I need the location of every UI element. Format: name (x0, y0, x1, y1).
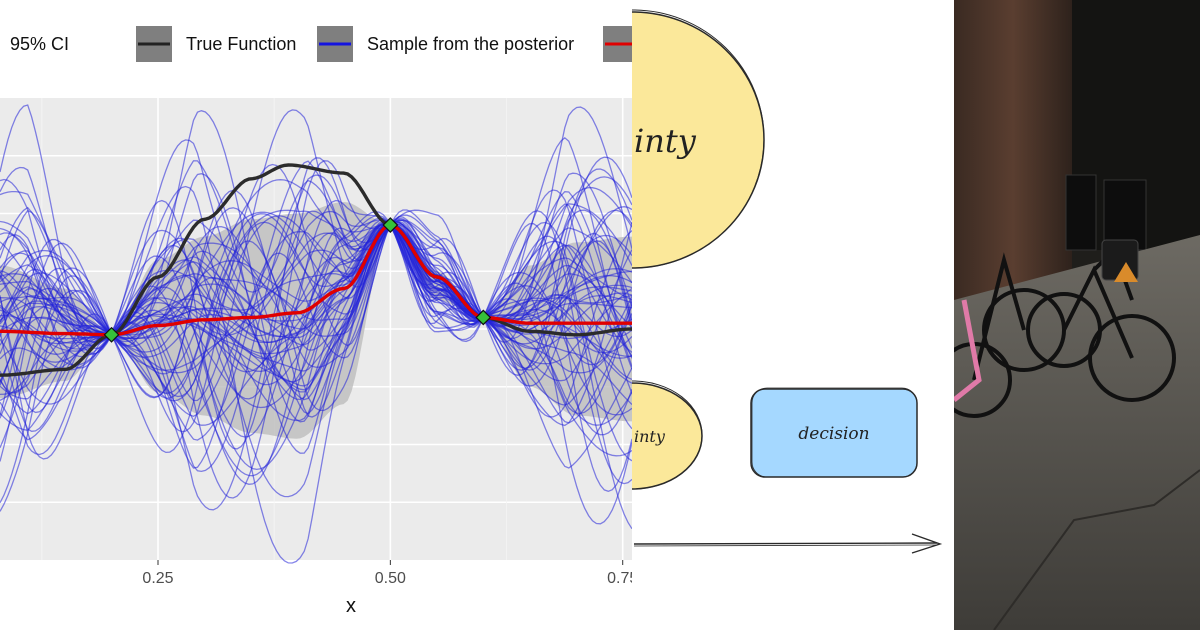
legend-label-true-function: True Function (186, 34, 296, 54)
sketch-arrow (633, 533, 943, 554)
observation-point (382, 217, 399, 233)
photo-pavement (954, 235, 1200, 630)
legend-label-ci: 95% CI (10, 34, 69, 54)
x-tick-label: 0.75 (607, 570, 632, 587)
sketch-label-decision: decision (798, 424, 869, 444)
sketch-ellipse-top-outline (632, 9, 765, 269)
sketch-arrow-head (911, 533, 943, 554)
posterior-sample-line (0, 163, 632, 433)
posterior-sample-line (0, 191, 632, 371)
sketch-node-decision: decision (750, 387, 918, 478)
gp-chart: 95% CI True Function Sample from the pos… (0, 26, 632, 617)
photo-wheel (1088, 314, 1176, 402)
posterior-samples-layer (0, 104, 632, 564)
photo-wheel (1026, 292, 1102, 368)
true-function-layer (0, 163, 632, 377)
legend-label-sample: Sample from the posterior (367, 34, 574, 54)
photo-reflector (1114, 262, 1138, 282)
photo-bin-left (1065, 174, 1097, 251)
x-tick-label: 0.50 (375, 570, 406, 587)
sketch-ellipse-middle-outline (632, 380, 703, 490)
sketch-arrow-shaft-2 (633, 544, 937, 547)
sketch-diagram-panel: inty inty decision (632, 0, 954, 630)
photo-crack (993, 469, 1200, 630)
sketch-node-middle: inty (632, 380, 703, 490)
observation-point (103, 326, 120, 343)
bicycles-photo (954, 0, 1200, 630)
posterior-sample-line (0, 176, 632, 512)
posterior-sample-line (0, 224, 632, 368)
posterior-sample-line (0, 224, 632, 432)
sketch-label-top: inty (634, 122, 697, 160)
x-axis: 0.25 0.50 0.75 (142, 560, 632, 587)
observation-point (475, 309, 492, 326)
true-function-line (0, 163, 632, 377)
sketch-arrow-shaft (633, 542, 938, 545)
sketch-label-middle: inty (634, 427, 666, 446)
photo-bin-right (1103, 179, 1147, 251)
photo-pink-frame (954, 299, 982, 402)
posterior-sample-line (0, 189, 632, 469)
x-tick-label: 0.25 (142, 570, 173, 587)
sketch-node-top: inty (632, 9, 765, 269)
photo-pink-bike (954, 299, 982, 402)
chart-legend: 95% CI True Function Sample from the pos… (10, 26, 632, 62)
sketch-decision-box-outline (751, 387, 918, 478)
gp-plot-panel: 95% CI True Function Sample from the pos… (0, 26, 632, 617)
x-axis-title: x (346, 595, 356, 617)
photo-frame (972, 252, 1026, 381)
bicycles-photo-illustration (954, 0, 1200, 630)
posterior-sample-line (0, 224, 632, 396)
observation-points-layer (103, 217, 492, 343)
posterior-sample-line (0, 224, 632, 405)
sketch-diagram: inty inty decision (632, 9, 943, 554)
